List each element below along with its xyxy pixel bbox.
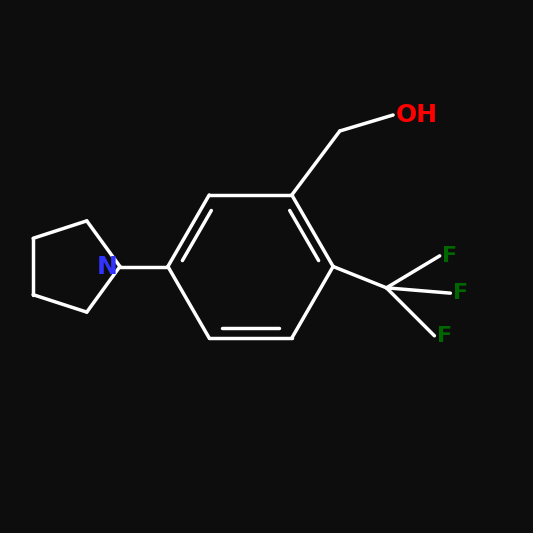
Text: F: F bbox=[437, 326, 452, 346]
Text: N: N bbox=[96, 254, 117, 279]
Text: OH: OH bbox=[395, 103, 438, 127]
Text: F: F bbox=[442, 246, 457, 266]
Text: F: F bbox=[453, 283, 468, 303]
